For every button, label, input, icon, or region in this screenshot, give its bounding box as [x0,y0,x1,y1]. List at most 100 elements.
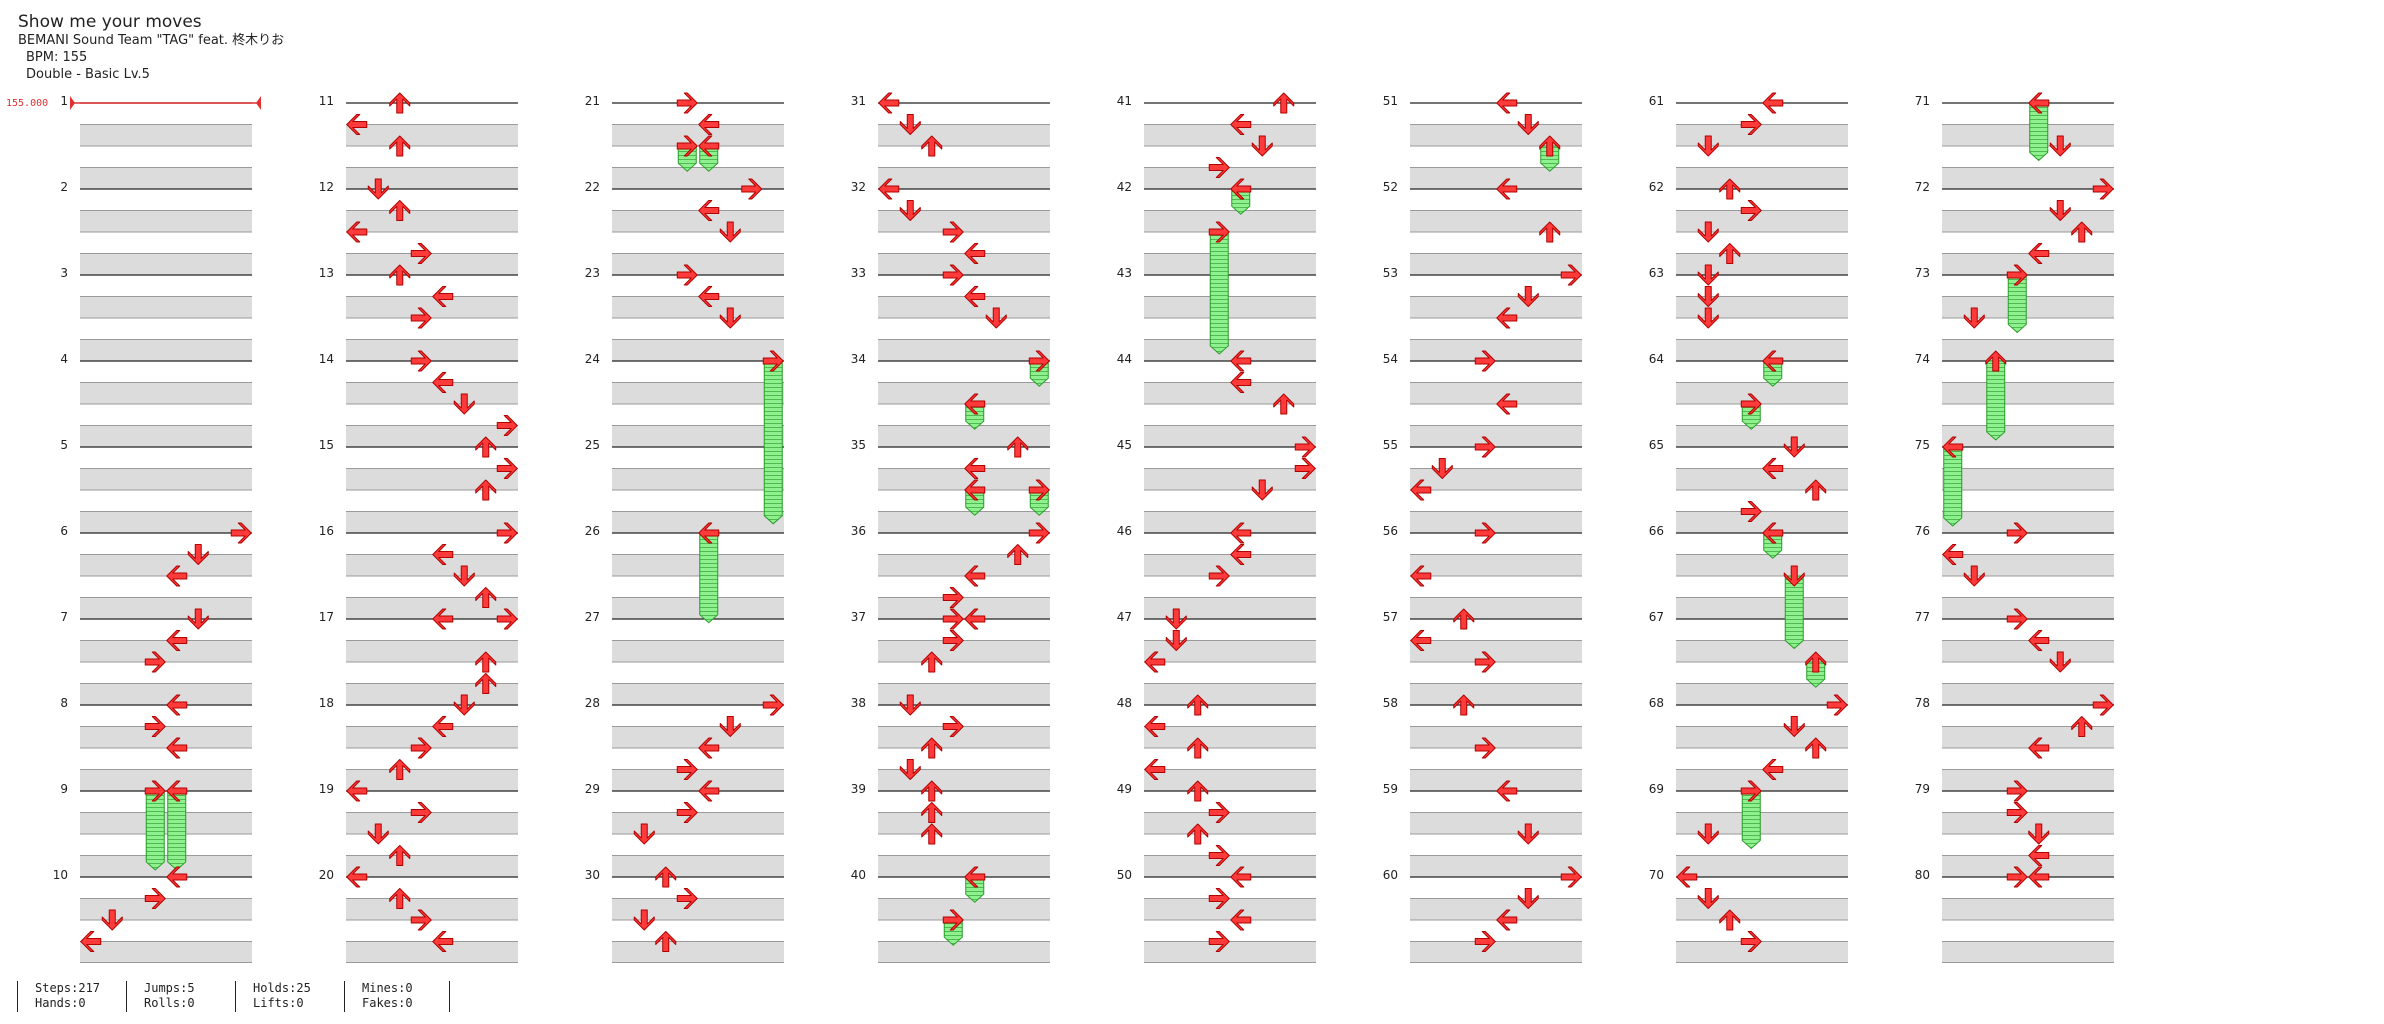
measure-number: 16 [319,524,334,538]
beat-band [80,253,252,275]
beat-band [1942,812,2114,834]
beat-band [80,833,252,856]
beat-band [80,812,252,834]
beat-band [346,317,518,340]
measure [612,188,784,297]
beat-band [80,618,252,641]
measure [612,102,784,211]
measure [1410,618,1582,727]
stat-jumps: Jumps:5 [144,981,195,995]
arrow-note-icon [1230,544,1252,565]
arrow-note-icon [1251,135,1273,157]
arrow-note-icon [1719,243,1741,264]
beat-band [346,124,518,146]
beat-band [878,941,1050,963]
arrow-note-icon [475,587,497,608]
measure-number: 42 [1117,180,1132,194]
stat-col-mines: Mines:0 Fakes:0 [344,981,413,1012]
measure-number: 61 [1649,94,1664,108]
arrow-note-icon [432,372,454,393]
arrow-note-icon [1517,888,1539,909]
measure-number: 57 [1383,610,1398,624]
arrow-note-icon [2006,802,2028,823]
beat-band [612,360,784,383]
beat-band [1942,274,2114,297]
measure [1410,532,1582,641]
beat-band [80,661,252,684]
arrow-note-icon [1762,522,1784,544]
beat-band [1410,575,1582,598]
beat-band [1942,145,2114,168]
beat-band [1410,253,1582,275]
beat-band [1942,898,2114,920]
arrow-note-icon [985,307,1007,329]
beat-band [1410,597,1582,619]
arrow-note-icon [719,307,741,329]
beat-band [1942,876,2114,899]
arrow-note-icon [2092,694,2114,716]
beat-band [878,532,1050,555]
beat-band [1676,812,1848,834]
beat-band [80,382,252,404]
measure [1676,102,1848,211]
stat-col-steps: Steps:217 Hands:0 [17,981,100,1012]
stat-rolls: Rolls:0 [144,996,195,1010]
measure-number: 77 [1915,610,1930,624]
stat-steps: Steps:217 [35,981,101,995]
arrow-note-icon [942,716,964,737]
beat-band [612,790,784,813]
beat-band [1410,790,1582,813]
arrow-note-icon [698,135,720,157]
beat-band [612,876,784,899]
measure-number: 28 [585,696,600,710]
measure-number: 52 [1383,180,1398,194]
beat-band [1410,618,1582,641]
beat-band [346,188,518,211]
measure-number: 32 [851,180,866,194]
arrow-note-icon [1740,931,1762,952]
beat-band [1676,898,1848,920]
measure-number: 9 [60,782,68,796]
beat-band [612,425,784,447]
beat-band [878,618,1050,641]
beat-band [1942,231,2114,254]
measure [612,274,784,383]
arrow-note-icon [762,694,784,716]
beat-band [80,898,252,920]
beat-band [1410,296,1582,318]
beat-band [1144,876,1316,899]
arrow-note-icon [1740,200,1762,221]
measure-number: 40 [851,868,866,882]
arrow-note-icon [1251,479,1273,501]
beat-band [1144,661,1316,684]
beat-band [1676,833,1848,856]
measure [1144,188,1316,297]
arrow-note-icon [2028,823,2050,845]
beat-band [346,339,518,361]
beat-band [878,317,1050,340]
beat-band [1942,747,2114,770]
arrow-note-icon [144,716,166,737]
measure-number: 24 [585,352,600,366]
measure [1676,704,1848,813]
beat-band [1676,403,1848,426]
measure [1144,102,1316,211]
arrow-note-icon [1474,931,1496,952]
arrow-note-icon [1496,178,1518,200]
beat-band [1676,597,1848,619]
arrow-note-icon [432,286,454,307]
beat-band [612,833,784,856]
beat-band [1676,726,1848,748]
beat-band [346,360,518,383]
arrow-note-icon [2049,200,2071,221]
beat-band [1144,231,1316,254]
measure [1410,446,1582,555]
measure-number: 34 [851,352,866,366]
bpm-change-marker: 155.000 [6,96,261,110]
beat-band [1410,747,1582,770]
beat-band [878,274,1050,297]
arrow-note-icon [389,888,411,909]
arrow-note-icon [389,759,411,780]
measure [80,274,252,383]
beat-band [80,317,252,340]
